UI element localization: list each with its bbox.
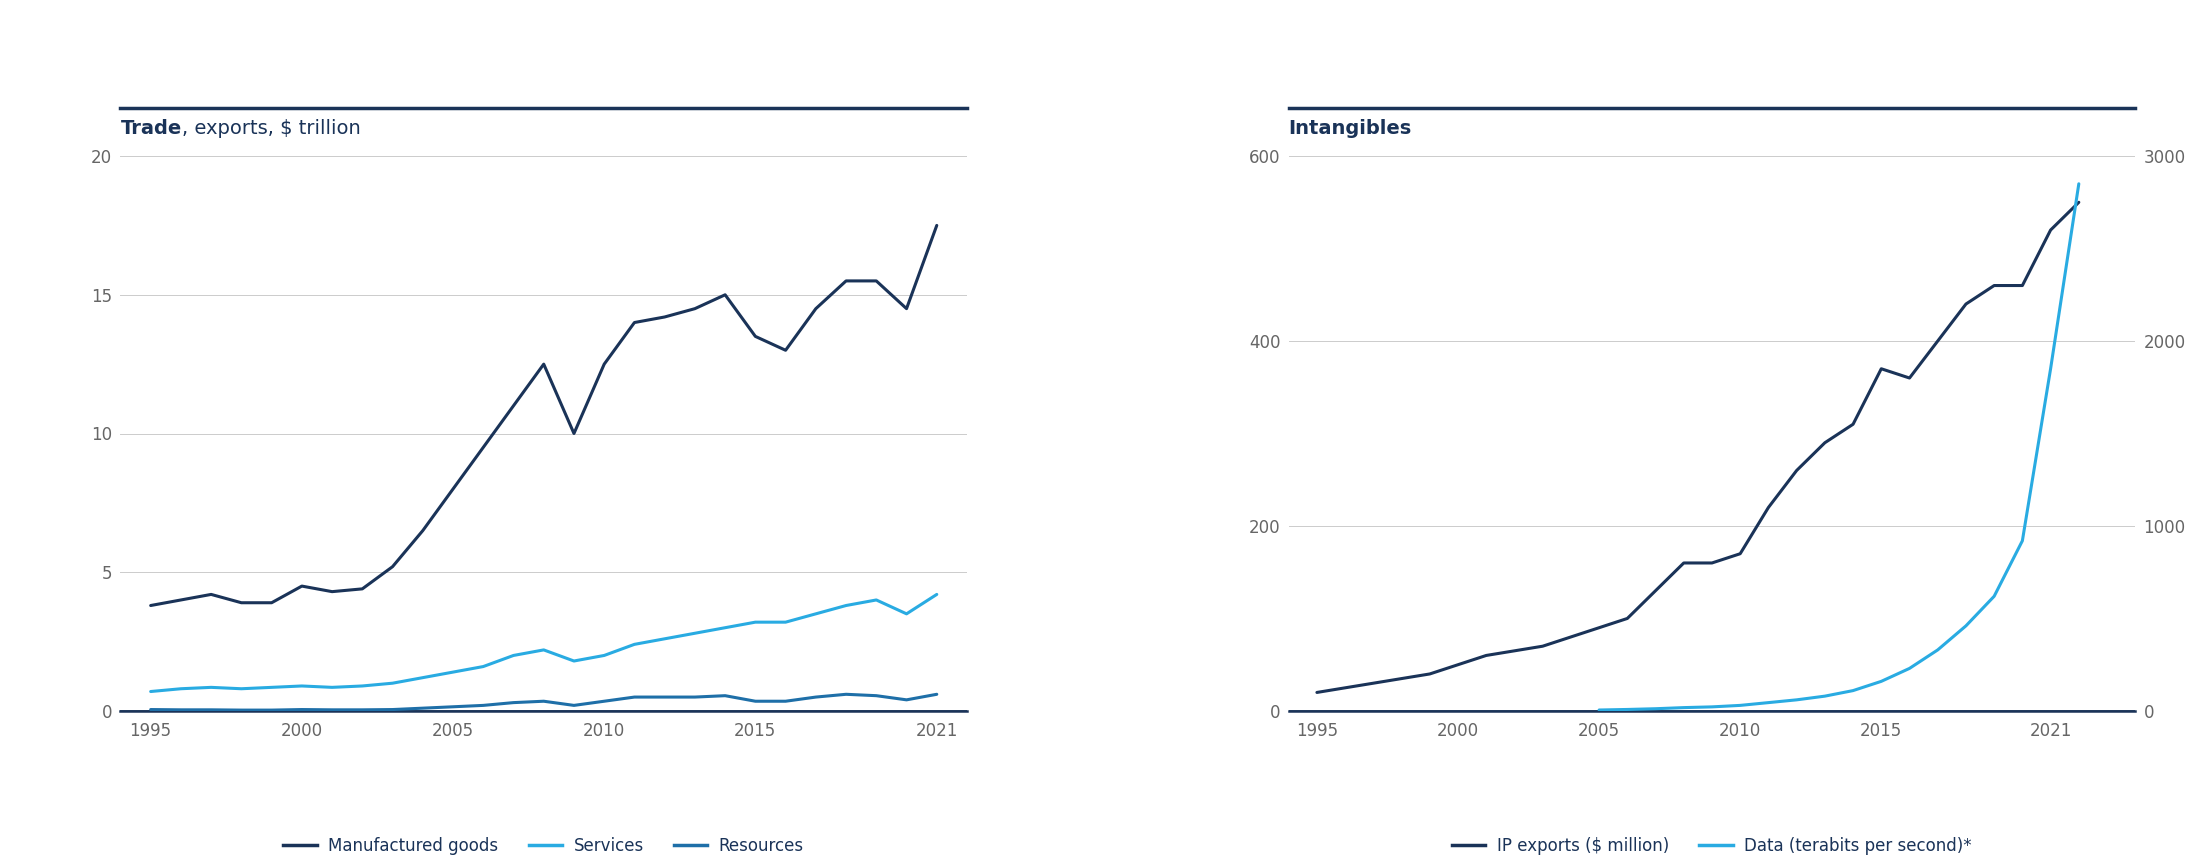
- Text: Trade: Trade: [120, 119, 182, 138]
- Legend: Manufactured goods, Services, Resources: Manufactured goods, Services, Resources: [276, 831, 810, 862]
- Text: Intangibles: Intangibles: [1288, 119, 1413, 138]
- Legend: IP exports ($ million), Data (terabits per second)*: IP exports ($ million), Data (terabits p…: [1445, 831, 1978, 862]
- Text: , exports, $ trillion: , exports, $ trillion: [182, 119, 361, 138]
